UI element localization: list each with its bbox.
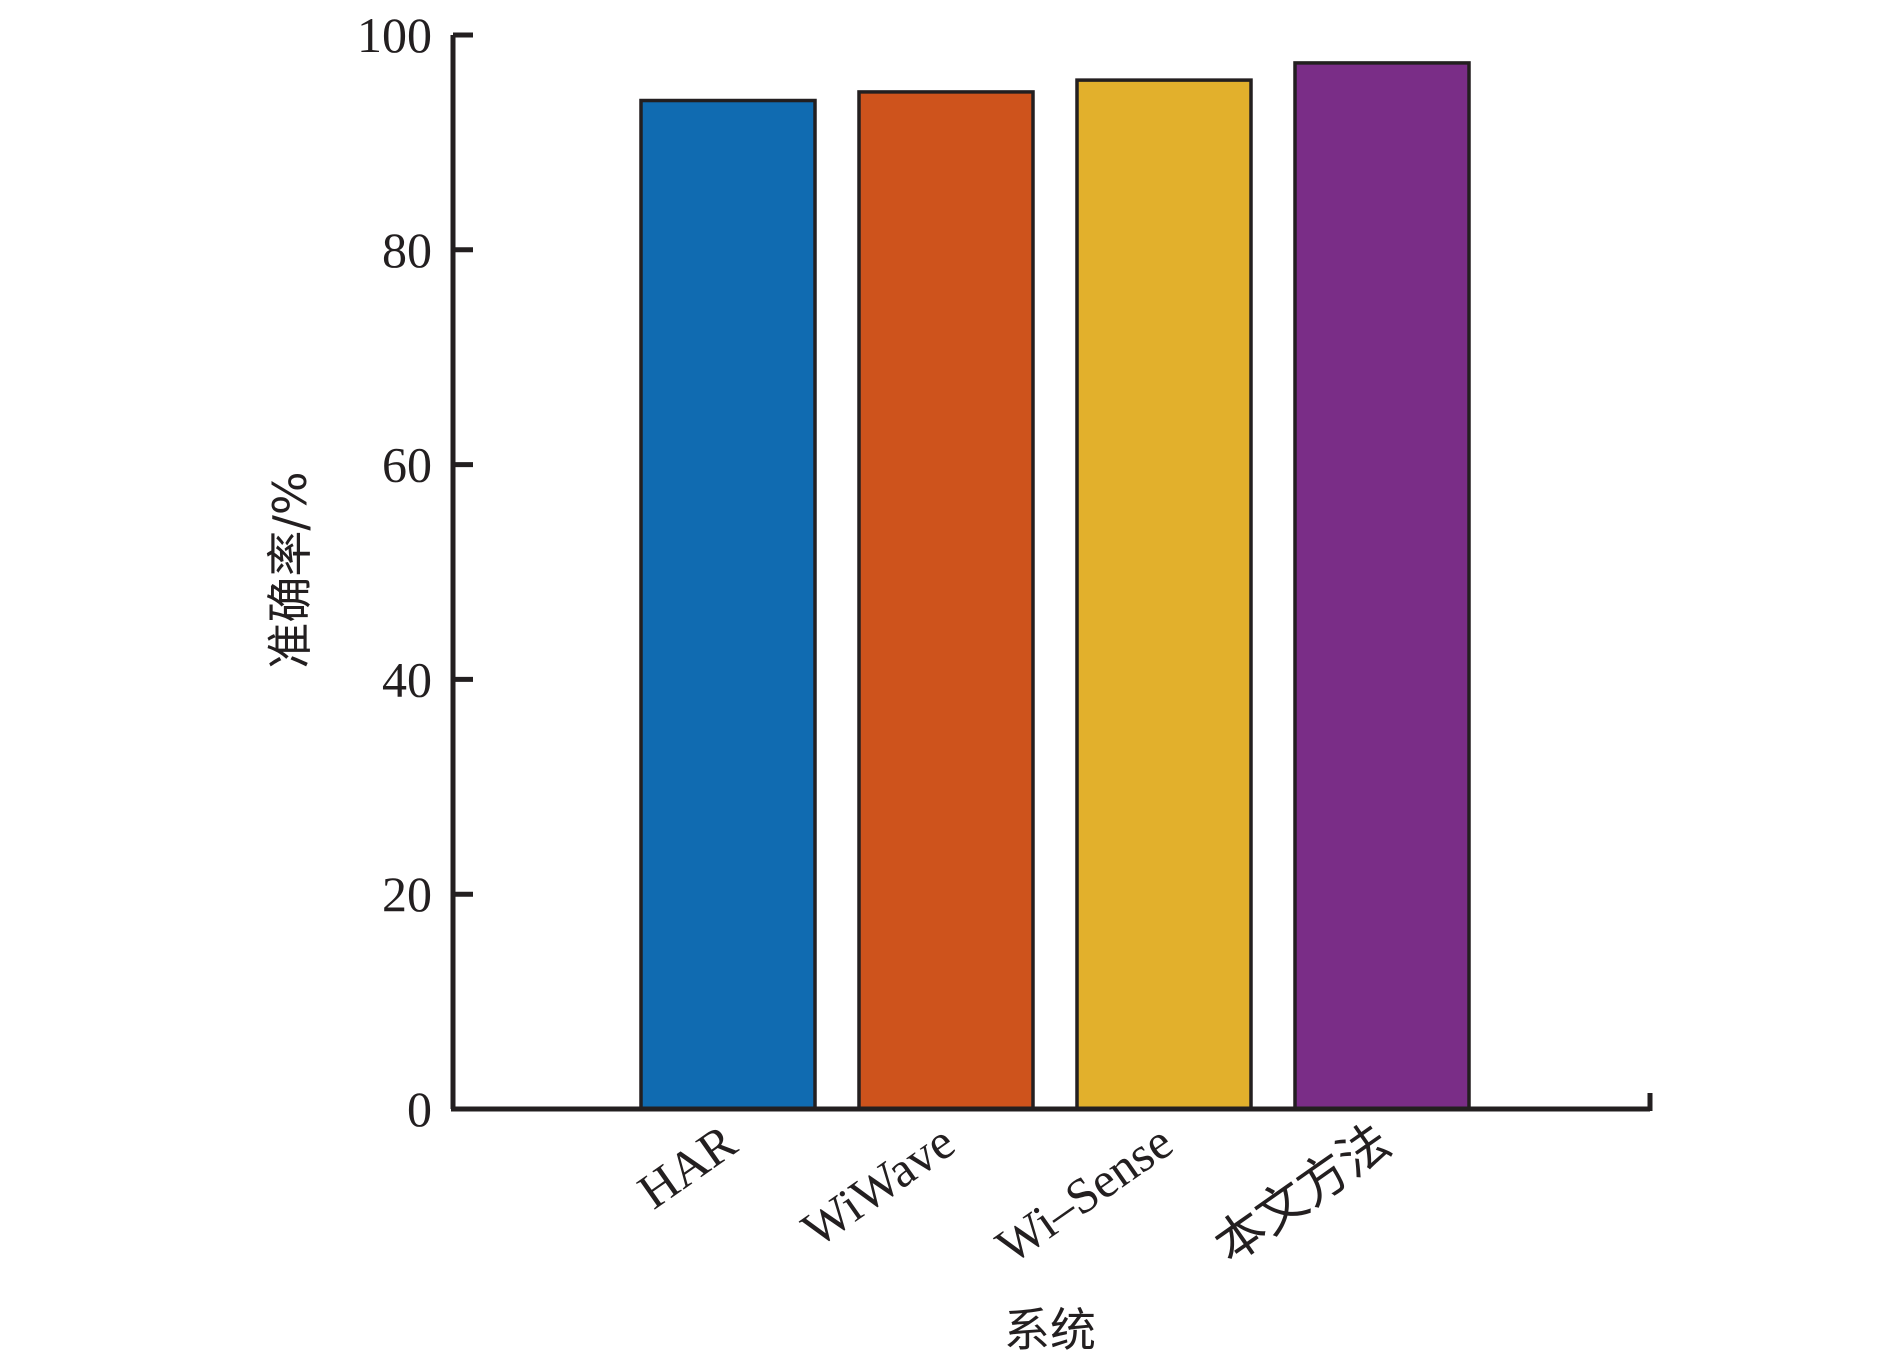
bar-3 (1075, 78, 1253, 1111)
axes-group (450, 35, 1653, 1112)
x-axis-title: 系统 (1004, 1303, 1096, 1357)
y-axis-title: 准确率/% (263, 471, 317, 668)
bar-4 (1293, 61, 1471, 1111)
bar-2 (857, 90, 1035, 1111)
y-tick-label: 80 (382, 222, 432, 278)
y-tick-label: 60 (382, 437, 432, 493)
x-category-label: WiWave (792, 1113, 965, 1257)
y-tick-label: 40 (382, 651, 432, 707)
bar-1 (639, 98, 817, 1111)
x-category-label: HAR (628, 1113, 747, 1220)
x-labels-group: HAR WiWave Wi–Sense 本文方法 (628, 1113, 1401, 1274)
bars-group (639, 61, 1471, 1111)
x-category-label: Wi–Sense (986, 1113, 1183, 1274)
y-tick-label: 100 (357, 7, 432, 63)
x-category-label: 本文方法 (1204, 1113, 1400, 1274)
y-ticks-group: 0 20 40 60 80 100 (357, 7, 473, 1137)
y-tick-label: 20 (382, 866, 432, 922)
y-tick-label: 0 (407, 1081, 432, 1137)
